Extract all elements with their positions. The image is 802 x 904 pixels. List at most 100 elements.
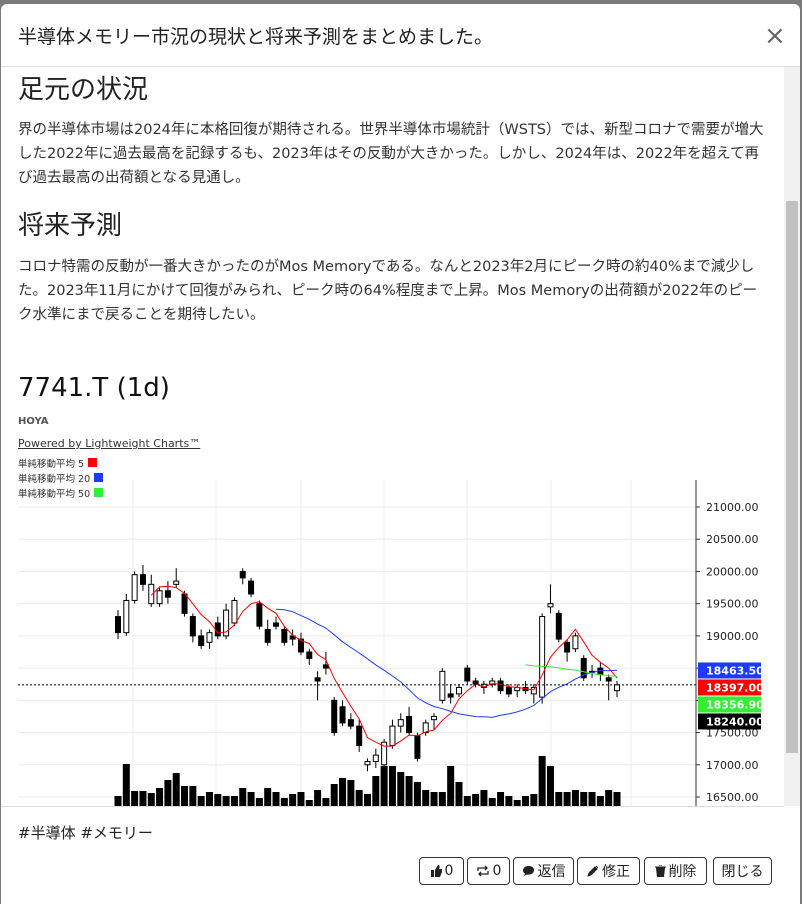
- volume-bar: [438, 792, 446, 806]
- legend-swatch: [88, 458, 98, 467]
- candle-body: [181, 593, 188, 614]
- chart-title: 7741.T (1d): [18, 373, 170, 403]
- candle-body: [231, 599, 238, 624]
- volume-bar: [380, 766, 388, 806]
- volume-bar: [522, 796, 530, 806]
- candle-body: [306, 651, 313, 659]
- legend-swatch: [94, 473, 104, 482]
- candle-body: [198, 635, 205, 647]
- candle-body: [273, 622, 280, 627]
- volume-bar: [330, 784, 338, 806]
- volume-bar: [230, 796, 238, 806]
- volume-bar: [397, 772, 405, 806]
- paragraph: コロナ特需の反動が一番大きかったのがMos Memoryである。なんと2023年…: [18, 259, 758, 323]
- candle-body: [530, 686, 537, 695]
- edit-icon: [587, 865, 599, 877]
- close-button[interactable]: 閉じる: [713, 857, 772, 885]
- delete-icon: [654, 865, 666, 877]
- legend-label: 単純移動平均 20: [18, 473, 91, 485]
- candle-body: [214, 622, 221, 637]
- candle-body: [414, 735, 421, 759]
- candle-body: [572, 635, 579, 650]
- candle-body: [189, 616, 196, 637]
- candle-body: [131, 574, 138, 601]
- volume-bar: [289, 794, 297, 806]
- like-count: 0: [444, 863, 454, 879]
- candle-body: [123, 599, 130, 634]
- delete-button[interactable]: 削除: [644, 857, 707, 885]
- volume-bar: [463, 796, 471, 806]
- price-label-box: [698, 713, 761, 730]
- candle-body: [156, 590, 163, 605]
- candle-body: [497, 680, 504, 692]
- candle-body: [547, 603, 554, 608]
- modal-header: 半導体メモリー市況の現状と将来予測をまとめました。 ×: [1, 4, 800, 67]
- candle-body: [115, 616, 121, 634]
- candle-body: [447, 693, 454, 698]
- price-label: 18463.50: [706, 664, 764, 677]
- candle-body: [297, 638, 304, 653]
- candle-body: [206, 632, 213, 643]
- y-tick-label: 19000.00: [706, 630, 759, 643]
- price-label: 18397.00: [706, 681, 764, 694]
- scrollbar[interactable]: [784, 67, 800, 806]
- moving-average-line: [275, 608, 618, 718]
- candle-body: [464, 667, 471, 682]
- candle-body: [256, 603, 263, 627]
- volume-bar: [222, 796, 230, 806]
- candle-body: [148, 583, 155, 605]
- scroll-thumb[interactable]: [786, 201, 798, 753]
- volume-bar: [214, 794, 222, 806]
- heading: 足元の状況: [18, 75, 149, 105]
- legend-label: 単純移動平均 50: [18, 488, 91, 500]
- volume-bar: [530, 794, 538, 806]
- volume-bar: [388, 766, 396, 806]
- volume-bar: [305, 800, 313, 806]
- legend-label: 単純移動平均 5: [18, 458, 85, 470]
- paragraph: 界の半導体市場は2024年に本格回復が期待される。世界半導体市場統計（WSTS）…: [18, 122, 764, 186]
- volume-bar: [538, 756, 546, 806]
- y-tick-label: 20000.00: [706, 565, 759, 578]
- repost-button[interactable]: 0: [467, 857, 510, 885]
- volume-bar: [372, 776, 380, 806]
- legend-item: 単純移動平均 50: [18, 485, 104, 500]
- like-button[interactable]: 0: [419, 857, 464, 885]
- modal: 半導体メモリー市況の現状と将来予測をまとめました。 × 足元の状況 界の半導体市…: [1, 4, 800, 904]
- edit-button[interactable]: 修正: [577, 857, 640, 885]
- volume-bar: [247, 792, 255, 806]
- like-icon: [430, 865, 442, 877]
- candle-body: [605, 677, 612, 682]
- tags: #半導体 #メモリー: [18, 824, 153, 842]
- volume-bar: [114, 796, 122, 806]
- volume-bar: [147, 793, 155, 806]
- repost-icon: [476, 865, 489, 877]
- volume-bar: [272, 792, 280, 806]
- delete-label: 削除: [668, 864, 697, 880]
- reply-button[interactable]: 返信: [513, 857, 574, 885]
- price-label: 18240.00: [706, 715, 764, 728]
- volume-bar: [405, 776, 413, 806]
- legend: 単純移動平均 5 単純移動平均 20 単純移動平均 50: [18, 455, 104, 500]
- reply-label: 返信: [537, 864, 566, 880]
- candle-body: [331, 699, 338, 734]
- price-label-box: [698, 662, 761, 679]
- candle-body: [322, 664, 329, 669]
- credit-link[interactable]: Powered by Lightweight Charts™: [18, 437, 201, 450]
- candle-body: [381, 741, 388, 766]
- y-tick-label: 19500.00: [706, 598, 759, 611]
- volume-bar: [164, 780, 172, 806]
- volume-bar: [430, 792, 438, 806]
- candle-body: [505, 686, 512, 695]
- reply-icon: [522, 866, 534, 876]
- candle-body: [364, 761, 371, 766]
- candle-body: [264, 628, 271, 643]
- volume-bar: [172, 773, 180, 806]
- candle-body: [314, 677, 321, 682]
- volume-bar: [156, 788, 164, 806]
- volume-bar: [497, 792, 505, 806]
- close-icon[interactable]: ×: [764, 21, 786, 51]
- volume-bar: [563, 792, 571, 806]
- candle-body: [489, 680, 496, 685]
- volume-bar: [239, 788, 247, 806]
